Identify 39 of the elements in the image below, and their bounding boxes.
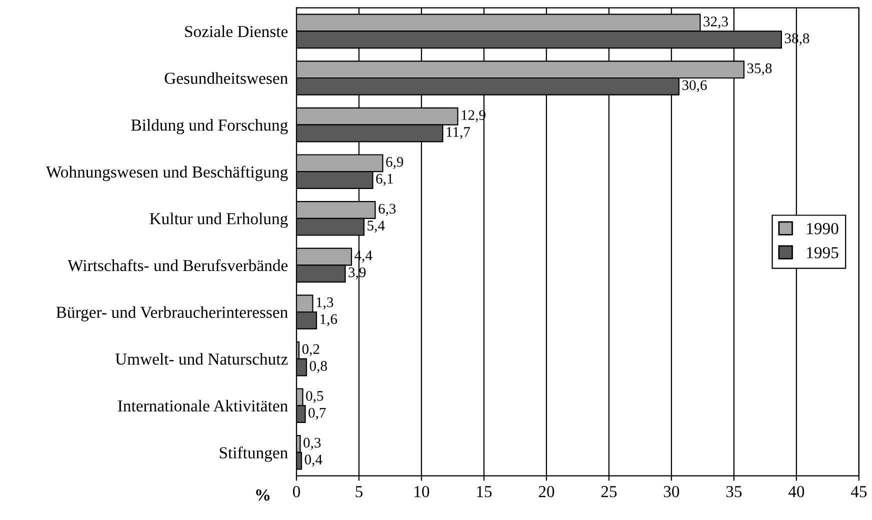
data-label: 6,1: [376, 174, 393, 186]
data-label: 32,3: [704, 16, 728, 29]
x-tick-label: 40: [788, 486, 804, 498]
x-axis-title: %: [256, 489, 270, 501]
x-tick-label: 45: [850, 486, 867, 498]
data-label: 11,7: [446, 127, 470, 139]
legend-label: 1990: [807, 223, 838, 234]
data-label: 30,6: [682, 80, 707, 92]
x-tick-label: 25: [601, 486, 617, 498]
y-tick-label: Internationale Aktivitäten: [118, 400, 288, 412]
data-label: 0,2: [302, 344, 320, 356]
x-tick-label: 10: [414, 486, 430, 498]
data-label: 5,4: [368, 220, 385, 233]
legend-label: 1995: [807, 247, 838, 258]
data-label: 0,3: [304, 438, 321, 450]
data-label: 0,4: [304, 454, 322, 467]
data-label: 6,9: [386, 157, 404, 169]
y-tick-label: Umwelt- und Naturschutz: [115, 353, 288, 365]
data-label: 1,6: [320, 314, 338, 326]
x-tick-label: 30: [664, 486, 680, 498]
y-tick-label: Bildung und Forschung: [131, 119, 288, 134]
data-label: 6,3: [378, 204, 396, 216]
data-label: 35,8: [747, 63, 772, 76]
data-label: 0,7: [308, 408, 326, 420]
y-tick-label: Wirtschafts- und Berufsverbände: [68, 259, 288, 272]
x-tick-label: 35: [726, 486, 742, 498]
x-tick-label: 5: [356, 486, 362, 498]
x-tick-label: 0: [292, 486, 300, 498]
data-label: 0,5: [306, 390, 324, 403]
y-tick-label: Wohnungswesen und Beschäftigung: [46, 166, 288, 182]
x-tick-label: 20: [538, 486, 554, 498]
data-label: 0,8: [310, 361, 327, 373]
data-label: 1,3: [316, 297, 334, 310]
x-tick-label: 15: [477, 486, 492, 498]
y-tick-label: Gesundheitswesen: [164, 72, 288, 84]
y-tick-label: Bürger- und Verbraucherinteressen: [56, 306, 288, 322]
y-tick-label: Kultur und Erholung: [150, 212, 288, 228]
y-tick-label: Soziale Dienste: [185, 25, 288, 38]
y-tick-label: Stiftungen: [220, 446, 288, 462]
